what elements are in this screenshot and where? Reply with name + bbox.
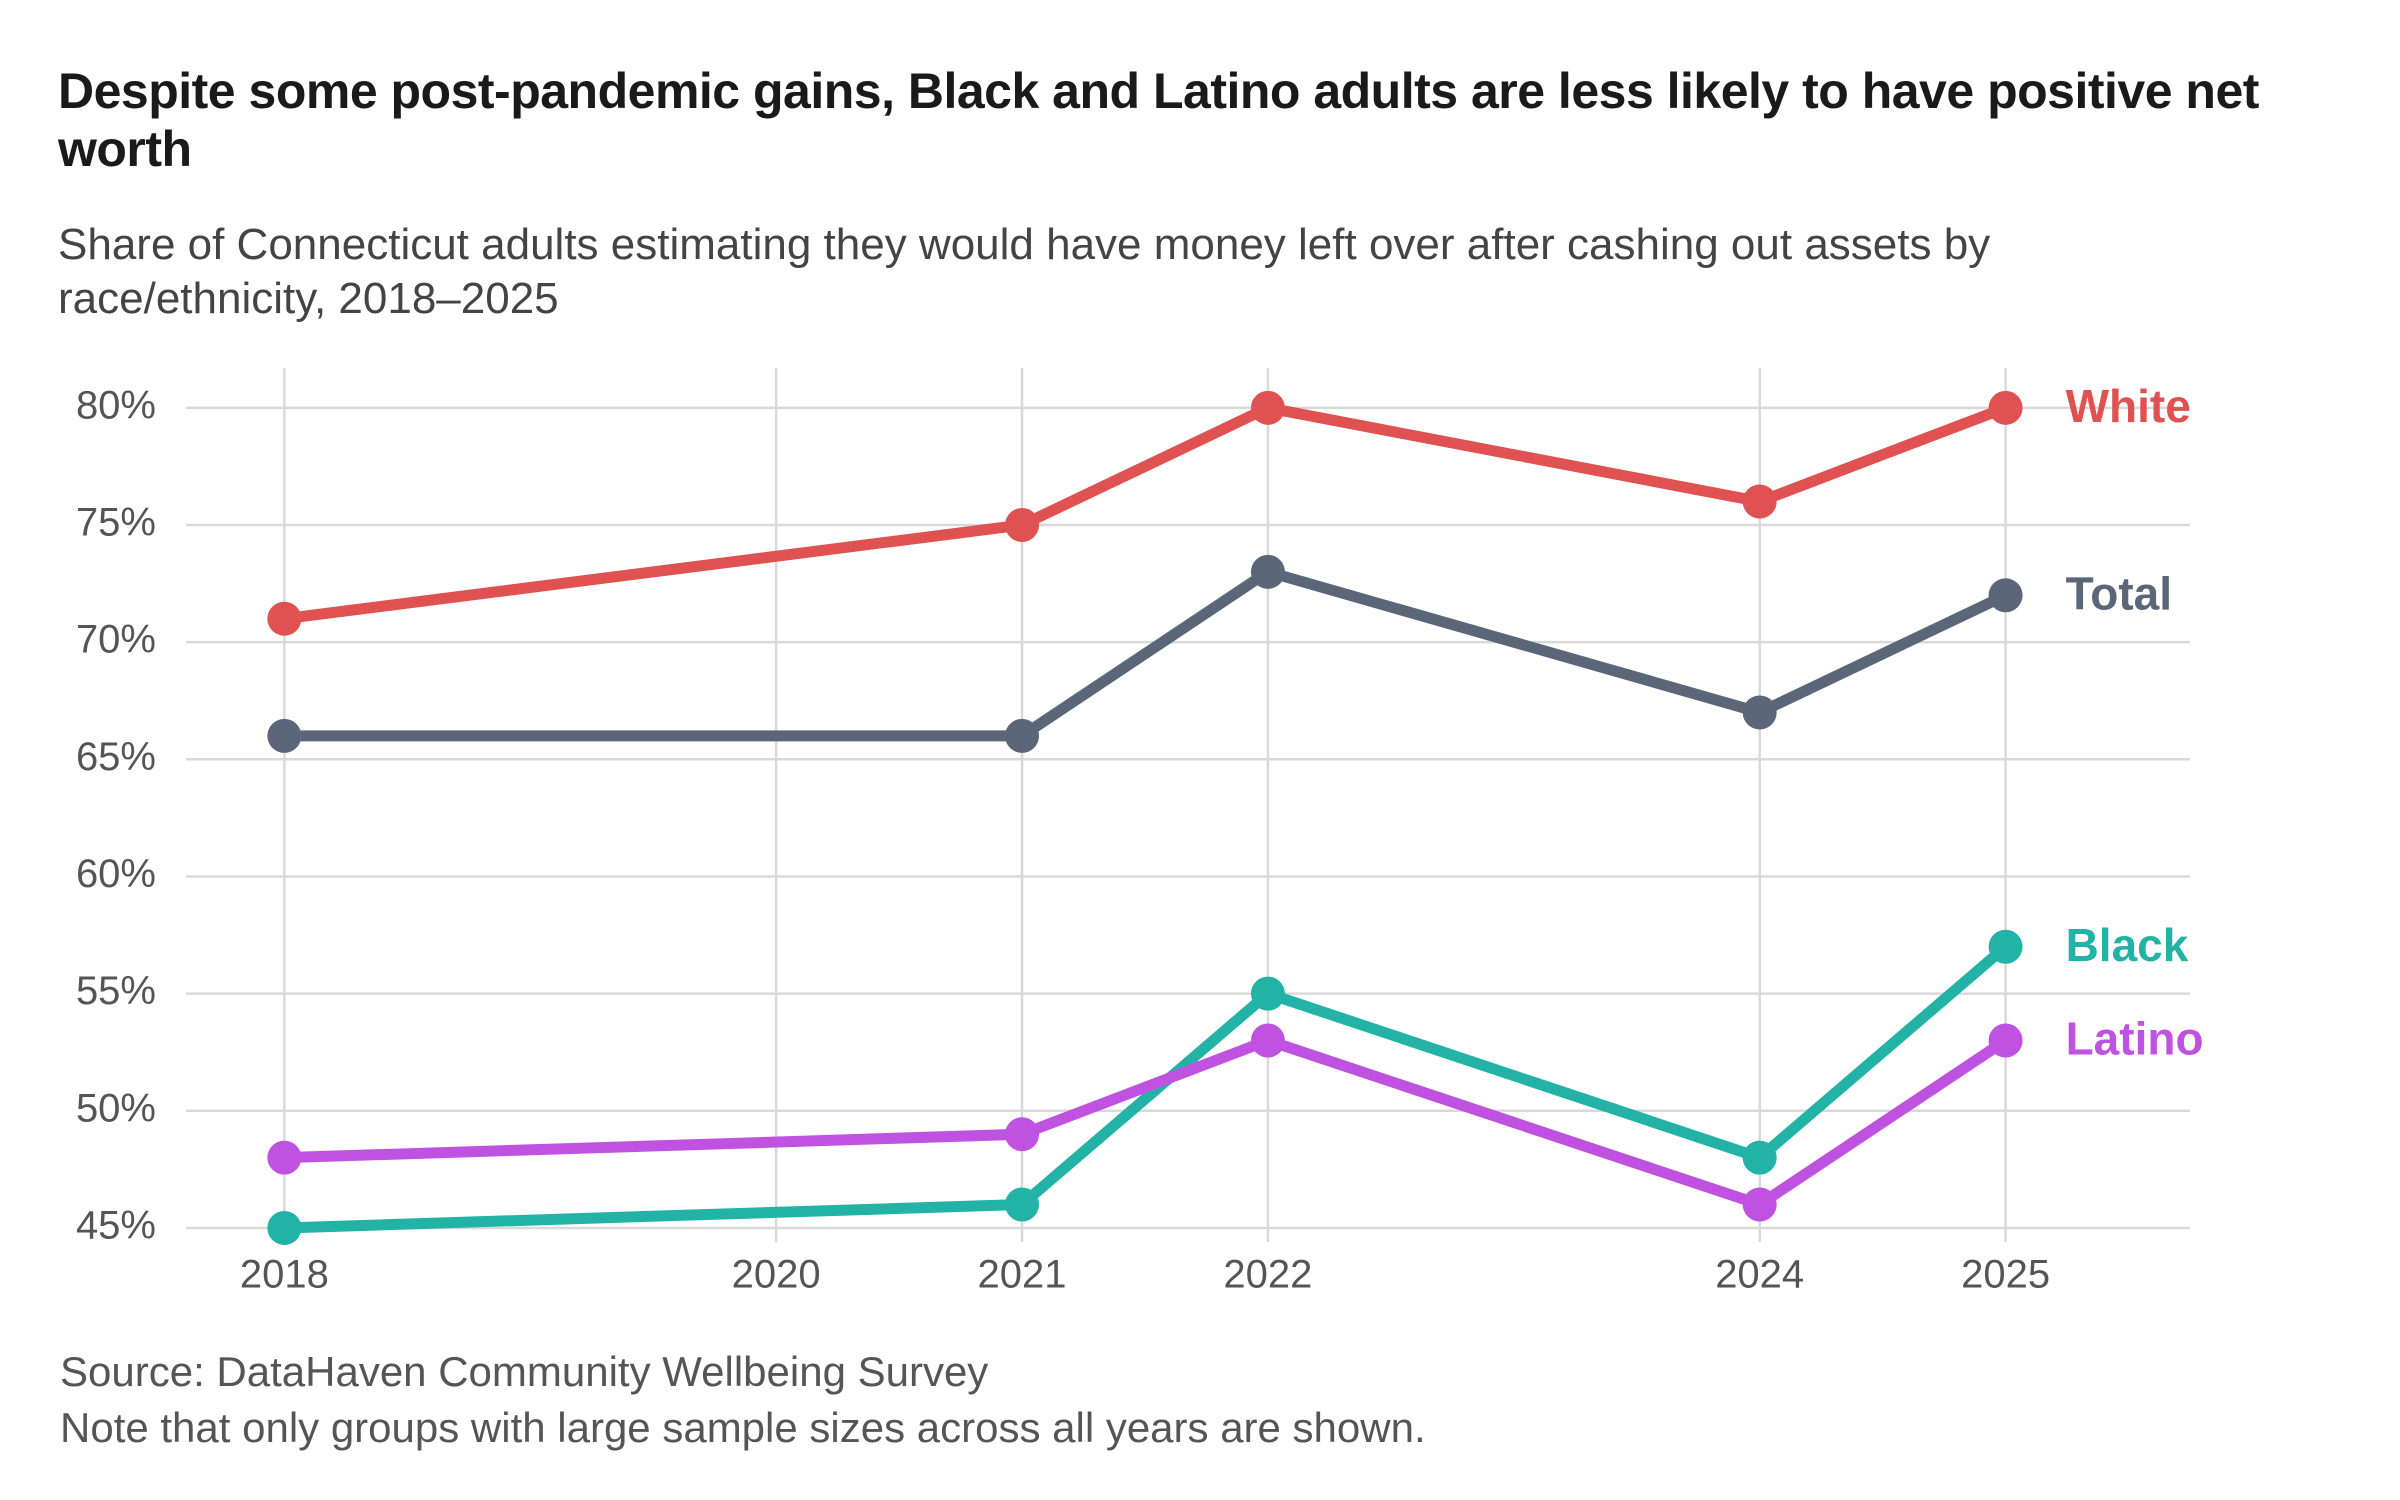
y-tick-label: 70%: [76, 618, 156, 662]
data-point: [1250, 976, 1285, 1011]
series-line: [284, 1034, 2009, 1211]
note: Note that only groups with large sample …: [60, 1404, 1426, 1451]
data-point: [1988, 1023, 2023, 1058]
series-label: Total: [2066, 567, 2172, 619]
x-tick-label: 2018: [240, 1253, 329, 1297]
data-point: [267, 718, 302, 753]
data-point: [1005, 1187, 1040, 1222]
x-tick-label: 2021: [978, 1253, 1067, 1297]
x-tick-label: 2025: [1961, 1253, 2050, 1297]
series-label: Black: [2066, 919, 2189, 971]
series-label: Latino: [2066, 1013, 2204, 1065]
data-point: [1005, 718, 1040, 753]
y-tick-label: 75%: [76, 501, 156, 545]
series-label: White: [2066, 380, 2191, 432]
data-point: [1250, 554, 1285, 589]
data-point: [1250, 1023, 1285, 1058]
x-tick-label: 2020: [732, 1253, 821, 1297]
data-point: [1250, 390, 1285, 425]
y-tick-label: 80%: [76, 383, 156, 427]
data-point: [267, 1210, 302, 1245]
data-point: [1742, 484, 1777, 519]
data-point: [1742, 695, 1777, 730]
chart-subtitle: Share of Connecticut adults estimating t…: [58, 220, 1991, 323]
x-tick-label: 2022: [1223, 1253, 1312, 1297]
x-tick-label: 2024: [1715, 1253, 1804, 1297]
source: Source: DataHaven Community Wellbeing Su…: [60, 1348, 989, 1395]
chart-title: Despite some post-pandemic gains, Black …: [58, 63, 2259, 177]
y-tick-label: 65%: [76, 735, 156, 779]
data-point: [1988, 578, 2023, 613]
data-point: [1005, 1117, 1040, 1152]
y-tick-label: 55%: [76, 969, 156, 1013]
y-tick-label: 50%: [76, 1086, 156, 1130]
data-point: [267, 1140, 302, 1175]
data-point: [1005, 507, 1040, 542]
data-point: [1742, 1140, 1777, 1175]
data-point: [1742, 1187, 1777, 1222]
y-tick-label: 60%: [76, 852, 156, 896]
data-point: [1988, 929, 2023, 964]
data-point: [267, 601, 302, 636]
y-tick-label: 45%: [76, 1204, 156, 1248]
data-point: [1988, 390, 2023, 425]
